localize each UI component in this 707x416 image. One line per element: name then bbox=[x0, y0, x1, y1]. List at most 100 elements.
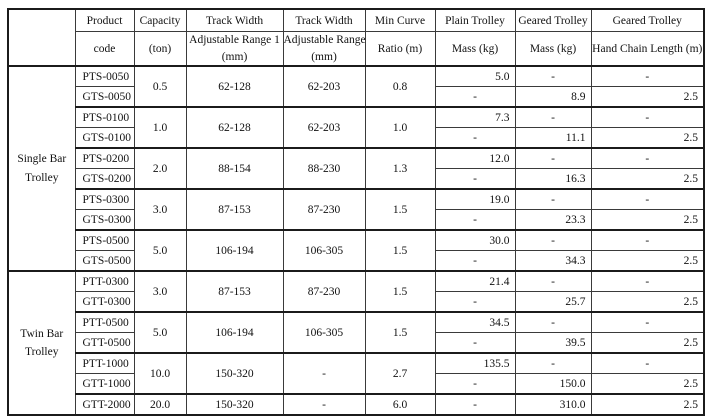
product-code-cell: PTT-0300 bbox=[74, 270, 135, 293]
geared-trolley-mass-cell: - bbox=[514, 229, 592, 252]
plain-trolley-mass-cell: 12.0 bbox=[434, 147, 516, 170]
table-row: Single Bar Trolley PTS-0050 0.5 62-128 6… bbox=[7, 65, 705, 272]
table-row: Twin Bar Trolley PTT-0300 3.0 87-153 87-… bbox=[7, 270, 705, 416]
header-blank-cell bbox=[7, 8, 76, 67]
product-code-cell: PTS-0300 bbox=[74, 188, 135, 211]
header-track-width-2: Track Width bbox=[282, 8, 366, 32]
track-width-2-cell: 87-230 bbox=[282, 188, 366, 231]
min-curve-ratio-cell: 1.5 bbox=[364, 311, 436, 354]
hand-chain-length-cell: 2.5 bbox=[590, 127, 705, 149]
plain-trolley-mass-cell: - bbox=[434, 168, 516, 190]
capacity-cell: 2.0 bbox=[133, 147, 187, 190]
product-code-cell: GTT-1000 bbox=[74, 373, 135, 395]
product-code-cell: PTS-0500 bbox=[74, 229, 135, 252]
capacity-cell: 10.0 bbox=[133, 352, 187, 395]
geared-trolley-mass-cell: 11.1 bbox=[514, 127, 592, 149]
geared-trolley-mass-cell: 150.0 bbox=[514, 373, 592, 395]
header-track-width-1-range-line: Adjustable Range 1 bbox=[189, 34, 280, 46]
hand-chain-length-cell: - bbox=[590, 188, 705, 211]
header-geared-trolley-mass: Geared Trolley bbox=[514, 8, 592, 32]
product-code-cell: PTS-0050 bbox=[74, 65, 135, 88]
min-curve-ratio-cell: 1.3 bbox=[364, 147, 436, 190]
min-curve-ratio-cell: 1.0 bbox=[364, 106, 436, 149]
hand-chain-length-cell: 2.5 bbox=[590, 168, 705, 190]
header-track-width-1-unit: (mm) bbox=[221, 50, 248, 63]
geared-trolley-mass-cell: - bbox=[514, 311, 592, 334]
product-code-cell: PTT-0500 bbox=[74, 311, 135, 334]
geared-trolley-mass-cell: 25.7 bbox=[514, 291, 592, 313]
geared-trolley-mass-cell: 16.3 bbox=[514, 168, 592, 190]
header-capacity: Capacity bbox=[133, 8, 187, 32]
geared-trolley-mass-cell: 310.0 bbox=[514, 393, 592, 416]
capacity-cell: 3.0 bbox=[133, 270, 187, 313]
row-group-label-line: Twin Bar bbox=[20, 327, 64, 340]
table-row: PTS-0200 2.0 88-154 88-230 1.3 12.0 - - bbox=[8, 147, 705, 190]
hand-chain-length-cell: - bbox=[590, 106, 705, 129]
track-width-1-cell: 62-128 bbox=[185, 106, 284, 149]
plain-trolley-mass-cell: 5.0 bbox=[434, 65, 516, 88]
product-code-cell: PTS-0100 bbox=[74, 106, 135, 129]
hand-chain-length-cell: 2.5 bbox=[590, 291, 705, 313]
plain-trolley-mass-cell: 30.0 bbox=[434, 229, 516, 252]
table-row: PTS-0100 1.0 62-128 62-203 1.0 7.3 - - bbox=[8, 106, 705, 149]
table-row: PTT-1000 10.0 150-320 - 2.7 135.5 - - bbox=[8, 352, 705, 395]
geared-trolley-mass-cell: 8.9 bbox=[514, 86, 592, 108]
geared-trolley-mass-cell: - bbox=[514, 106, 592, 129]
hand-chain-length-cell: - bbox=[590, 270, 705, 293]
geared-trolley-mass-cell: 23.3 bbox=[514, 209, 592, 231]
track-width-1-cell: 150-320 bbox=[185, 393, 284, 416]
hand-chain-length-cell: 2.5 bbox=[590, 332, 705, 354]
header-geared-trolley-chain: Geared Trolley bbox=[590, 8, 705, 32]
row-group-twin-bar-trolley: Twin Bar Trolley bbox=[7, 270, 76, 416]
min-curve-ratio-cell: 0.8 bbox=[364, 65, 436, 108]
table-row: PTT-0500 5.0 106-194 106-305 1.5 34.5 - … bbox=[8, 311, 705, 354]
track-width-2-cell: 88-230 bbox=[282, 147, 366, 190]
capacity-cell: 20.0 bbox=[133, 393, 187, 416]
plain-trolley-mass-cell: - bbox=[434, 250, 516, 272]
plain-trolley-mass-cell: - bbox=[434, 393, 516, 416]
header-track-width-1-range: Adjustable Range 1 (mm) bbox=[185, 31, 284, 68]
header-track-width-1: Track Width bbox=[185, 8, 284, 32]
geared-trolley-mass-cell: - bbox=[514, 270, 592, 293]
track-width-2-cell: 62-203 bbox=[282, 65, 366, 108]
table-row: GTS-0200 - 16.3 2.5 bbox=[8, 168, 705, 190]
capacity-cell: 3.0 bbox=[133, 188, 187, 231]
geared-trolley-mass-cell: 34.3 bbox=[514, 250, 592, 272]
plain-trolley-mass-cell: - bbox=[434, 209, 516, 231]
track-width-1-cell: 87-153 bbox=[185, 188, 284, 231]
trolley-spec-table: Product Capacity Track Width Track Width… bbox=[7, 8, 705, 416]
header-min-curve: Min Curve bbox=[364, 8, 436, 32]
row-group-label-line: Single Bar bbox=[17, 153, 67, 166]
geared-trolley-mass-cell: - bbox=[514, 65, 592, 88]
product-code-cell: PTS-0200 bbox=[74, 147, 135, 170]
product-code-cell: GTT-0500 bbox=[74, 332, 135, 354]
header-track-width-2-unit: (mm) bbox=[311, 50, 337, 63]
capacity-cell: 0.5 bbox=[133, 65, 187, 108]
product-code-cell: PTT-1000 bbox=[74, 352, 135, 375]
min-curve-ratio-cell: 1.5 bbox=[364, 229, 436, 272]
capacity-cell: 5.0 bbox=[133, 229, 187, 272]
min-curve-ratio-cell: 1.5 bbox=[364, 270, 436, 313]
track-width-2-cell: 106-305 bbox=[282, 311, 366, 354]
plain-trolley-mass-cell: - bbox=[434, 332, 516, 354]
plain-trolley-mass-cell: 7.3 bbox=[434, 106, 516, 129]
plain-trolley-mass-cell: - bbox=[434, 86, 516, 108]
product-code-cell: GTS-0200 bbox=[74, 168, 135, 190]
product-code-cell: GTS-0500 bbox=[74, 250, 135, 272]
track-width-2-cell: 62-203 bbox=[282, 106, 366, 149]
header-track-width-2-range: Adjustable Range 2 (mm) bbox=[282, 31, 366, 68]
table-row: GTT-0300 - 25.7 2.5 bbox=[8, 291, 705, 313]
product-code-cell: GTT-2000 bbox=[74, 393, 135, 416]
track-width-1-cell: 106-194 bbox=[185, 229, 284, 272]
hand-chain-length-cell: 2.5 bbox=[590, 373, 705, 395]
plain-trolley-mass-cell: 34.5 bbox=[434, 311, 516, 334]
track-width-1-cell: 106-194 bbox=[185, 311, 284, 354]
product-code-cell: GTT-0300 bbox=[74, 291, 135, 313]
plain-trolley-mass-cell: - bbox=[434, 127, 516, 149]
table-row: PTS-0500 5.0 106-194 106-305 1.5 30.0 - … bbox=[8, 229, 705, 272]
min-curve-ratio-cell: 6.0 bbox=[364, 393, 436, 416]
capacity-cell: 5.0 bbox=[133, 311, 187, 354]
row-group-label-line: Trolley bbox=[25, 346, 59, 359]
table-row: PTS-0300 3.0 87-153 87-230 1.5 19.0 - - bbox=[8, 188, 705, 231]
hand-chain-length-cell: 2.5 bbox=[590, 209, 705, 231]
